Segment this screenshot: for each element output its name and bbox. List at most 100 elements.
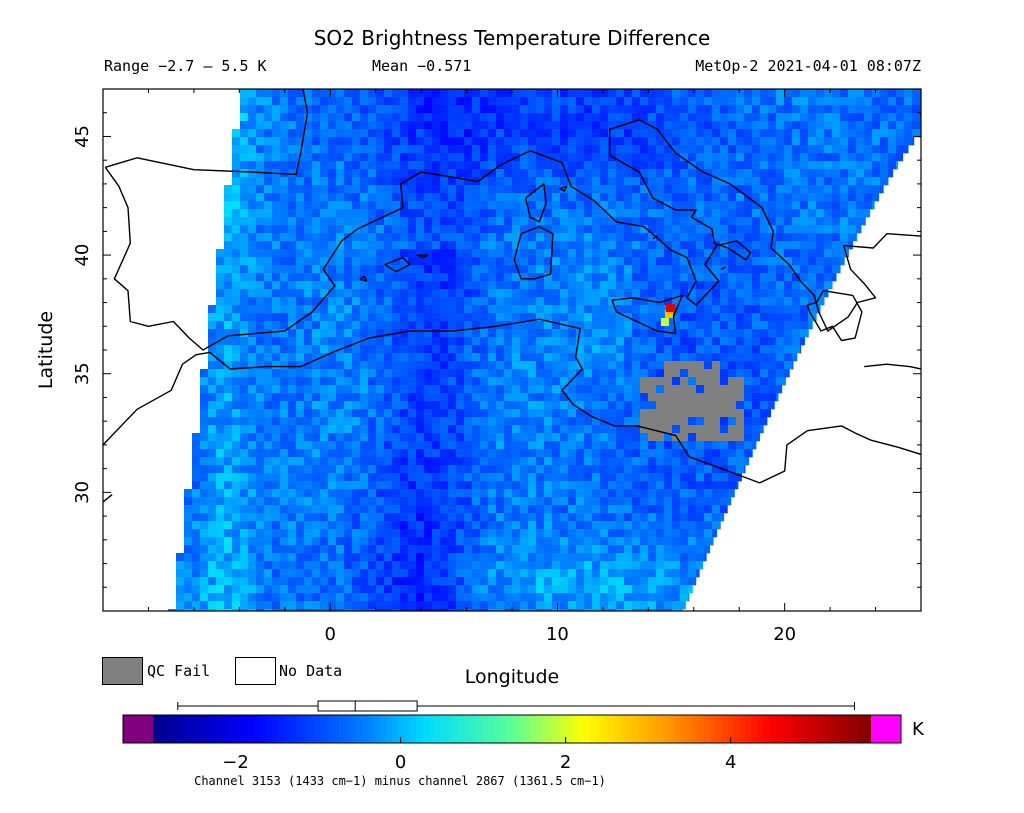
swath-pixel [560, 105, 569, 114]
swath-pixel [680, 361, 689, 370]
swath-pixel [472, 369, 481, 378]
swath-pixel [608, 145, 617, 154]
swath-pixel [584, 265, 593, 274]
swath-pixel [776, 161, 785, 170]
swath-pixel [768, 209, 777, 218]
swath-pixel [488, 273, 497, 282]
swath-pixel [480, 473, 489, 482]
swath-pixel [792, 121, 801, 130]
swath-pixel [608, 241, 617, 250]
swath-pixel [720, 401, 729, 410]
swath-pixel [616, 265, 625, 274]
swath-pixel [640, 529, 649, 538]
swath-pixel [616, 505, 625, 514]
swath-pixel [248, 185, 257, 194]
swath-pixel [432, 145, 441, 154]
swath-pixel [448, 201, 457, 210]
swath-pixel [400, 121, 409, 130]
swath-pixel [520, 337, 529, 346]
swath-pixel [584, 545, 593, 554]
swath-pixel [488, 465, 497, 474]
swath-pixel [592, 185, 601, 194]
swath-pixel [504, 353, 513, 362]
swath-pixel [496, 273, 505, 282]
swath-pixel [272, 377, 281, 386]
swath-pixel [768, 241, 777, 250]
swath-pixel [776, 169, 785, 178]
swath-pixel [432, 153, 441, 162]
swath-pixel [184, 537, 193, 546]
swath-pixel [448, 225, 457, 234]
swath-pixel [584, 201, 593, 210]
swath-pixel [424, 265, 433, 274]
swath-pixel [392, 497, 401, 506]
swath-pixel [672, 201, 681, 210]
swath-pixel [448, 425, 457, 434]
swath-pixel [504, 273, 513, 282]
swath-pixel [648, 561, 657, 570]
swath-pixel [512, 257, 521, 266]
swath-pixel [376, 121, 385, 130]
swath-pixel [672, 417, 681, 426]
swath-pixel [264, 121, 273, 130]
swath-pixel [240, 521, 249, 530]
swath-pixel [448, 297, 457, 306]
swath-pixel [408, 577, 417, 586]
swath-pixel [768, 97, 777, 106]
swath-pixel [488, 433, 497, 442]
swath-pixel [616, 401, 625, 410]
swath-pixel [488, 257, 497, 266]
swath-pixel [648, 145, 657, 154]
swath-pixel [624, 385, 633, 394]
swath-pixel [552, 281, 561, 290]
swath-pixel [576, 185, 585, 194]
swath-pixel [616, 329, 625, 338]
swath-pixel [512, 289, 521, 298]
swath-pixel [720, 449, 729, 458]
swath-pixel [352, 601, 361, 610]
swath-pixel [488, 233, 497, 242]
swath-pixel [600, 161, 609, 170]
swath-pixel [328, 465, 337, 474]
swath-pixel [688, 113, 697, 122]
swath-pixel [512, 401, 521, 410]
swath-pixel [696, 481, 705, 490]
swath-pixel [592, 401, 601, 410]
swath-pixel [440, 97, 449, 106]
swath-pixel [256, 465, 265, 474]
swath-pixel [408, 433, 417, 442]
swath-pixel [456, 185, 465, 194]
swath-pixel [280, 113, 289, 122]
swath-pixel [512, 209, 521, 218]
swath-pixel [760, 321, 769, 330]
swath-pixel [592, 473, 601, 482]
swath-pixel [416, 89, 425, 98]
swath-pixel [312, 105, 321, 114]
swath-pixel [424, 593, 433, 602]
swath-pixel [192, 529, 201, 538]
swath-pixel [408, 521, 417, 530]
swath-pixel [248, 433, 257, 442]
swath-pixel [528, 369, 537, 378]
swath-pixel [696, 529, 705, 538]
swath-pixel [584, 553, 593, 562]
swath-pixel [440, 417, 449, 426]
swath-pixel [256, 89, 265, 98]
swath-pixel [824, 281, 833, 290]
swath-pixel [536, 161, 545, 170]
swath-pixel [728, 193, 737, 202]
swath-pixel [344, 217, 353, 226]
swath-pixel [264, 289, 273, 298]
swath-pixel [536, 545, 545, 554]
swath-pixel [360, 297, 369, 306]
swath-pixel [280, 281, 289, 290]
swath-pixel [520, 345, 529, 354]
swath-pixel [568, 593, 577, 602]
swath-pixel [880, 121, 889, 130]
swath-pixel [784, 313, 793, 322]
swath-pixel [392, 489, 401, 498]
swath-pixel [720, 97, 729, 106]
swath-pixel [512, 425, 521, 434]
swath-pixel [248, 97, 257, 106]
swath-pixel [656, 185, 665, 194]
